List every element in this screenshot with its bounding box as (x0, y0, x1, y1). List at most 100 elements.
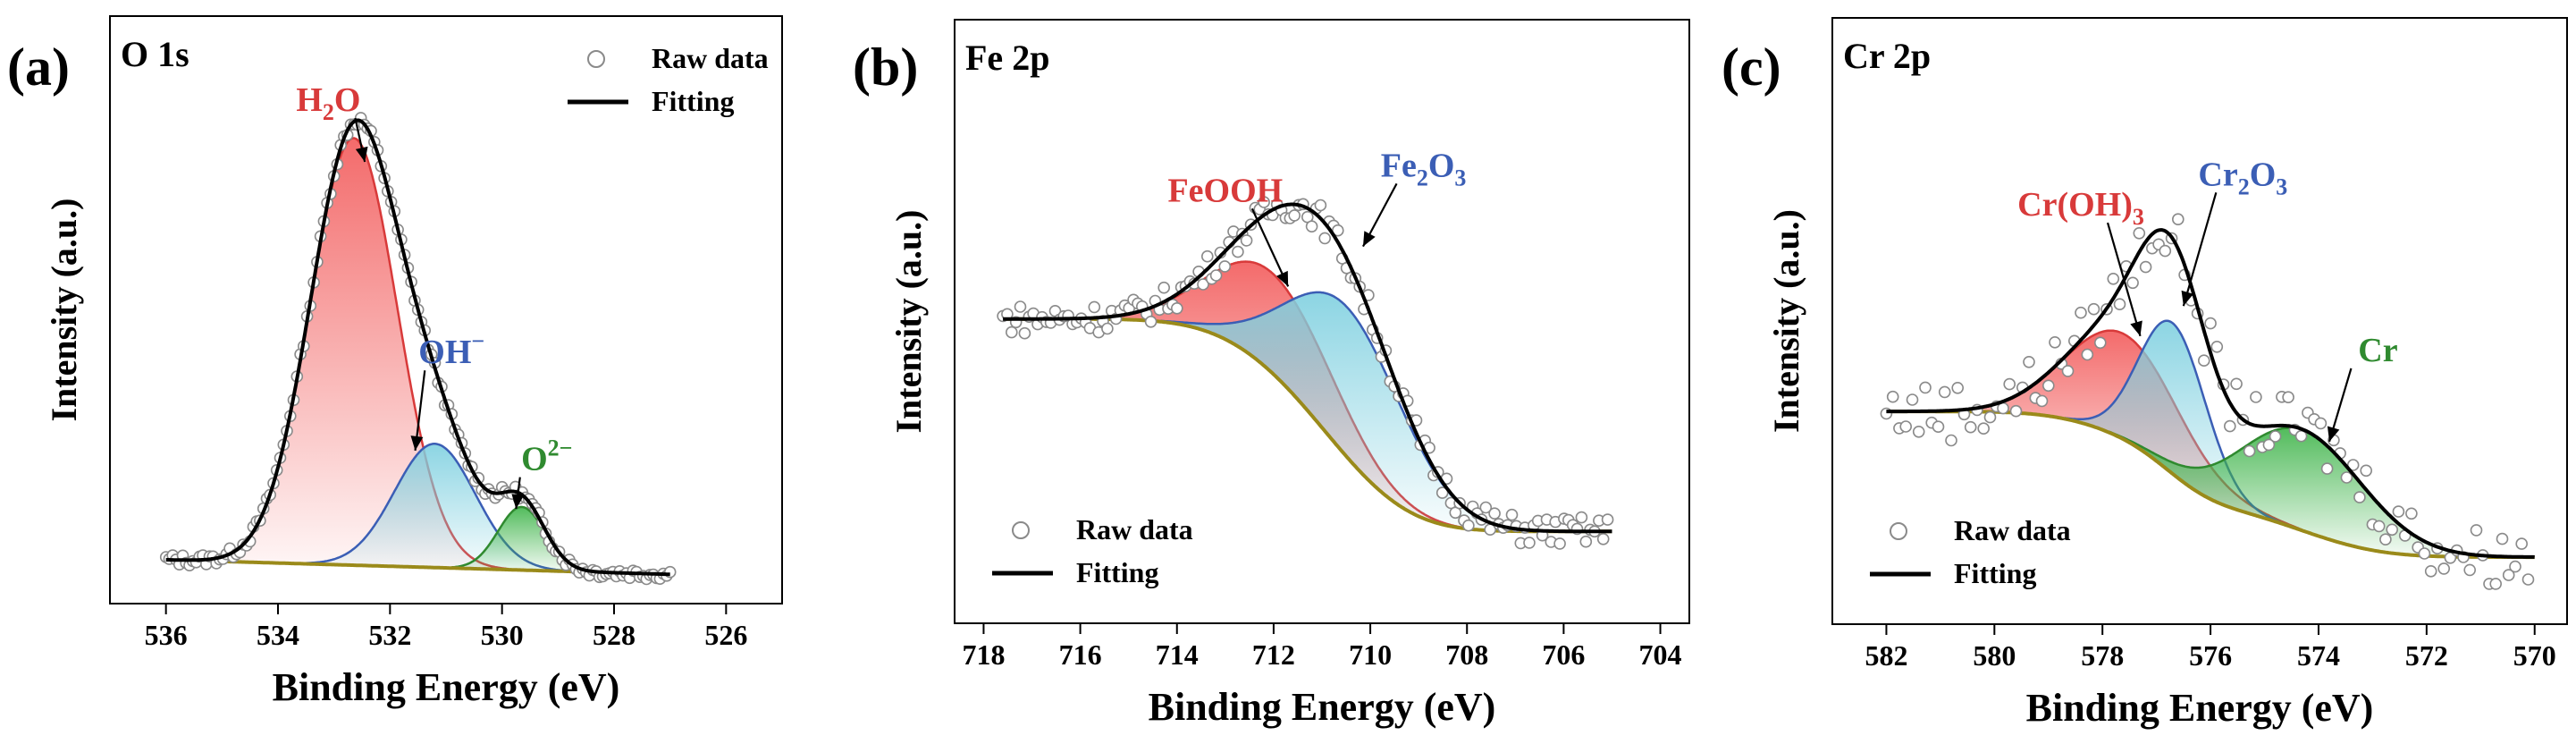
raw-data-point (2372, 520, 2386, 533)
x-tick-label: 708 (1445, 638, 1488, 671)
peak-arrow-head (1276, 270, 1289, 287)
peak-label: Cr (2358, 332, 2397, 369)
raw-data-point (2009, 404, 2023, 418)
raw-data-point (1906, 393, 1919, 406)
raw-data-point (2224, 419, 2236, 433)
raw-data-point (1983, 410, 1997, 424)
raw-data-point (1488, 507, 1501, 520)
peak-label-part: 2 (323, 99, 334, 125)
x-tick-label: 578 (2081, 639, 2124, 672)
x-tick-label: 530 (481, 619, 524, 651)
raw-data-point (2042, 379, 2055, 393)
raw-data-point (2502, 569, 2515, 581)
raw-data-point (1964, 420, 1977, 434)
raw-data-point (2139, 260, 2152, 274)
raw-data-point (2113, 298, 2126, 311)
raw-data-point (1505, 508, 1519, 521)
raw-data-point (2269, 430, 2282, 443)
y-axis-label: Intensity (a.u.) (44, 198, 84, 421)
raw-data-point (1912, 425, 1925, 438)
x-tick-label: 716 (1059, 638, 1102, 671)
raw-data-point (1101, 322, 1114, 335)
legend-marker-raw (1012, 521, 1030, 539)
peak-label: O2− (521, 435, 572, 478)
raw-data-series (1880, 213, 2535, 590)
legend-label: Raw data (1954, 514, 2071, 546)
peak-label-part: 3 (2133, 204, 2144, 230)
x-tick-label: 526 (704, 619, 747, 651)
raw-data-point (1158, 281, 1170, 294)
raw-data-point (1018, 326, 1031, 340)
fitting-line (1003, 202, 1612, 534)
peak-label-part: O (521, 441, 548, 478)
peak-label-part: 2 (1417, 165, 1428, 190)
raw-data-point (2133, 226, 2146, 240)
raw-data-point (1232, 245, 1244, 258)
legend-label: Raw data (1076, 513, 1193, 545)
raw-data-point (2243, 444, 2256, 458)
raw-data-point (1240, 234, 1253, 247)
raw-data-point (2198, 354, 2210, 368)
raw-data-point (2172, 213, 2185, 225)
fitting-line (165, 118, 670, 577)
peak-label-part: Cr(OH) (2017, 186, 2133, 224)
raw-data-point (2159, 244, 2172, 258)
raw-data-point (2061, 365, 2075, 377)
legend-marker-raw (1890, 522, 1907, 540)
peak-label: H2O (296, 81, 360, 125)
x-tick-label: 534 (257, 619, 299, 651)
raw-data-point (1479, 501, 1493, 514)
panel-fe2p: FeOOH Fe2O3 718 716 714 712 710 708 706 704 Bindin… (853, 19, 1690, 729)
raw-data-point (1332, 224, 1344, 237)
legend-label: Fitting (1954, 557, 2036, 589)
peak-label-part: O (2250, 156, 2277, 193)
x-tick-label: 718 (962, 638, 1005, 671)
peak-arrow-head (2130, 320, 2142, 336)
raw-data-point (1288, 209, 1301, 222)
raw-data-point (1601, 513, 1614, 526)
x-tick-label: 580 (1973, 639, 2016, 672)
peak-label-part: 3 (1454, 165, 1466, 190)
raw-data-point (2003, 377, 2016, 391)
raw-data-point (2204, 317, 2217, 330)
peak-fill (198, 138, 509, 571)
raw-data-point (2230, 377, 2243, 391)
raw-data-point (2075, 306, 2087, 319)
raw-data-point (1462, 519, 1475, 532)
raw-data-point (2314, 417, 2328, 430)
x-tick-label: 528 (593, 619, 636, 651)
raw-data-point (1014, 300, 1027, 313)
peak-label-part: 3 (2276, 173, 2287, 199)
x-tick-label: 714 (1156, 638, 1199, 671)
raw-data-point (1305, 220, 1318, 232)
raw-data-point (2023, 355, 2035, 368)
x-tick-label: 710 (1349, 638, 1392, 671)
raw-data-point (1932, 420, 1945, 434)
y-axis-label: Intensity (a.u.) (888, 209, 929, 433)
x-tick-label: 576 (2189, 639, 2232, 672)
legend: Raw data Fitting (568, 42, 769, 117)
panel-label: (a) (7, 38, 70, 97)
legend-marker-raw (587, 50, 605, 68)
raw-data-point (1977, 422, 1990, 435)
peak-label: Cr(OH)3 (2017, 186, 2144, 230)
plot-frame (954, 19, 1690, 624)
raw-data-point (2094, 336, 2107, 350)
peak-label-part: O (1428, 147, 1455, 184)
x-tick-label: 536 (145, 619, 188, 651)
raw-data-point (1197, 278, 1209, 291)
raw-data-point (1575, 511, 1588, 524)
peak-label-part: Cr (2198, 156, 2237, 193)
plot-frame (109, 15, 783, 604)
raw-data-point (2049, 335, 2061, 349)
peak-arrow (2182, 192, 2218, 307)
plot-frame (1831, 17, 2568, 625)
raw-data-point (1006, 326, 1018, 339)
raw-data-point (1951, 381, 1964, 394)
raw-data-point (2463, 563, 2476, 577)
panel-title: O 1s (121, 34, 189, 74)
peak-arrow-head (511, 494, 525, 510)
raw-data-point (2320, 462, 2334, 475)
raw-data-point (2379, 533, 2392, 546)
peak-arrow-head (355, 146, 368, 162)
